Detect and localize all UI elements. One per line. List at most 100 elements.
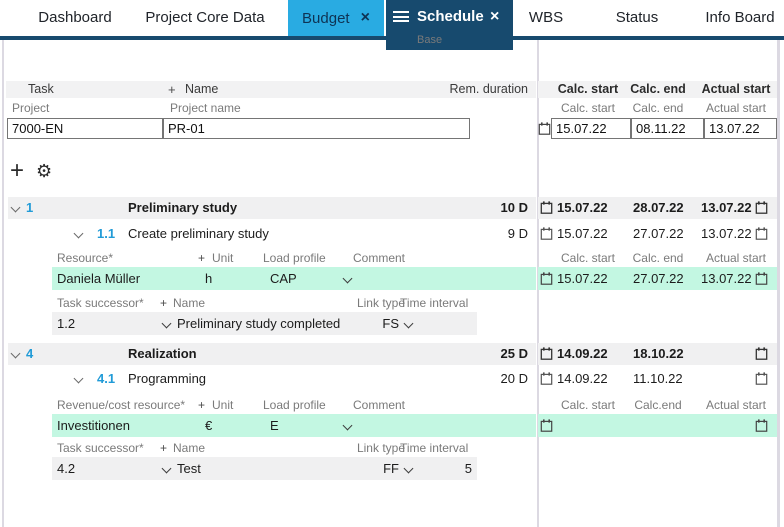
col-header-calc-end: Calc. end bbox=[630, 82, 686, 96]
task-duration[interactable]: 9 D bbox=[507, 226, 528, 241]
add-resource-button[interactable]: + bbox=[198, 398, 206, 412]
tab-schedule-close-icon[interactable]: × bbox=[490, 8, 500, 25]
tab-schedule-label: Schedule bbox=[417, 8, 484, 25]
name-label: Name bbox=[173, 441, 206, 455]
hamburger-menu-icon[interactable] bbox=[393, 11, 409, 24]
task-number[interactable]: 1.1 bbox=[97, 226, 116, 241]
actual-start-value[interactable]: 13.07.22 bbox=[701, 271, 752, 286]
calendar-icon[interactable] bbox=[755, 227, 768, 240]
calc-start-value[interactable]: 15.07.22 bbox=[557, 271, 608, 286]
calc-end-value[interactable]: 11.10.22 bbox=[633, 371, 683, 386]
calendar-icon[interactable] bbox=[755, 347, 768, 360]
task-name[interactable]: Preliminary study bbox=[128, 200, 238, 215]
add-task-button[interactable]: + bbox=[10, 157, 25, 184]
load-profile-cell[interactable]: E bbox=[270, 418, 279, 433]
comment-label: Comment bbox=[353, 398, 406, 412]
task-duration[interactable]: 25 D bbox=[500, 346, 528, 361]
tab-budget[interactable]: Budget × bbox=[288, 0, 384, 36]
calendar-icon[interactable] bbox=[755, 372, 768, 385]
time-interval-cell[interactable]: 5 bbox=[464, 461, 472, 476]
resource-name-cell[interactable]: Investitionen bbox=[57, 418, 130, 433]
right-scrollbar[interactable] bbox=[777, 40, 780, 527]
load-profile-cell[interactable]: CAP bbox=[270, 271, 297, 286]
link-type-cell[interactable]: FS bbox=[382, 316, 399, 331]
col-header-name: Name bbox=[185, 82, 219, 96]
link-type-cell[interactable]: FF bbox=[383, 461, 399, 476]
tab-wbs[interactable]: WBS bbox=[528, 9, 564, 26]
tab-schedule[interactable]: Schedule × Base bbox=[386, 0, 513, 50]
successor-name-cell[interactable]: Test bbox=[177, 461, 201, 476]
task-duration[interactable]: 10 D bbox=[500, 200, 528, 215]
collapse-chevron-icon[interactable] bbox=[73, 373, 84, 384]
task-number[interactable]: 4 bbox=[26, 346, 34, 361]
add-resource-button[interactable]: + bbox=[198, 251, 206, 265]
load-profile-label: Load profile bbox=[263, 251, 326, 265]
calendar-icon[interactable] bbox=[540, 372, 553, 385]
row-background bbox=[52, 267, 536, 290]
row-background bbox=[52, 312, 477, 335]
row-background bbox=[538, 197, 777, 219]
col-header-calc-start: Calc. start bbox=[557, 82, 619, 96]
calendar-icon[interactable] bbox=[540, 347, 553, 360]
task-number[interactable]: 4.1 bbox=[97, 371, 116, 386]
revenue-resource-label: Revenue/cost resource* bbox=[57, 398, 186, 412]
project-name-input[interactable] bbox=[163, 118, 470, 139]
resource-name-cell[interactable]: Daniela Müller bbox=[57, 271, 141, 286]
project-id-input[interactable] bbox=[7, 118, 163, 139]
load-profile-label: Load profile bbox=[263, 398, 326, 412]
calendar-icon[interactable] bbox=[755, 419, 768, 432]
successor-id-cell[interactable]: 4.2 bbox=[57, 461, 76, 476]
calc-end-value[interactable]: 28.07.22 bbox=[633, 200, 684, 215]
add-successor-button[interactable]: + bbox=[160, 441, 168, 455]
calc-start-value[interactable]: 15.07.22 bbox=[557, 226, 608, 241]
successor-id-cell[interactable]: 1.2 bbox=[57, 316, 76, 331]
row-background bbox=[538, 267, 777, 290]
task-name[interactable]: Realization bbox=[128, 346, 197, 361]
project-calc-start-input[interactable] bbox=[551, 118, 631, 139]
resource-label: Resource* bbox=[57, 251, 114, 265]
calendar-icon[interactable] bbox=[540, 227, 553, 240]
unit-cell[interactable]: h bbox=[205, 271, 213, 286]
project-calc-end-input[interactable] bbox=[631, 118, 704, 139]
task-row-4: 4 Realization 25 D 14.09.22 18.10.22 bbox=[0, 343, 784, 365]
revenue-resource-header-row: Revenue/cost resource* + Unit Load profi… bbox=[0, 398, 784, 412]
task-name[interactable]: Create preliminary study bbox=[128, 226, 269, 241]
calc-end-label: Calc.end bbox=[634, 398, 682, 412]
task-name[interactable]: Programming bbox=[128, 371, 207, 386]
task-duration[interactable]: 20 D bbox=[500, 371, 528, 386]
calendar-icon[interactable] bbox=[755, 201, 768, 214]
calc-end-value[interactable]: 27.07.22 bbox=[633, 271, 684, 286]
tab-status[interactable]: Status bbox=[615, 9, 659, 26]
collapse-chevron-icon[interactable] bbox=[73, 228, 84, 239]
calc-start-value[interactable]: 14.09.22 bbox=[557, 371, 608, 386]
calendar-icon[interactable] bbox=[540, 201, 553, 214]
calc-end-value[interactable]: 18.10.22 bbox=[633, 346, 684, 361]
settings-gear-button[interactable]: ⚙ bbox=[36, 161, 53, 182]
calendar-icon[interactable] bbox=[538, 122, 551, 135]
actual-start-value[interactable]: 13.07.22 bbox=[701, 200, 752, 215]
task-successor-label: Task successor* bbox=[57, 441, 144, 455]
task-number[interactable]: 1 bbox=[26, 200, 34, 215]
add-column-button[interactable]: + bbox=[168, 82, 176, 97]
project-actual-start-label: Actual start bbox=[705, 101, 767, 115]
tab-project-core-data[interactable]: Project Core Data bbox=[145, 9, 265, 26]
calendar-icon[interactable] bbox=[755, 272, 768, 285]
tab-bar: Dashboard Project Core Data Budget × Sch… bbox=[0, 0, 784, 50]
tab-budget-close-icon[interactable]: × bbox=[360, 9, 370, 26]
calc-start-value[interactable]: 15.07.22 bbox=[557, 200, 608, 215]
row-background bbox=[52, 457, 477, 480]
project-actual-start-input[interactable] bbox=[704, 118, 777, 139]
calc-start-value[interactable]: 14.09.22 bbox=[557, 346, 608, 361]
add-successor-button[interactable]: + bbox=[160, 296, 168, 310]
calendar-icon[interactable] bbox=[540, 419, 553, 432]
unit-cell[interactable]: € bbox=[205, 418, 213, 433]
successor-name-cell[interactable]: Preliminary study completed bbox=[177, 316, 341, 331]
task-row-1: 1 Preliminary study 10 D 15.07.22 28.07.… bbox=[0, 197, 784, 219]
calc-end-value[interactable]: 27.07.22 bbox=[633, 226, 684, 241]
calendar-icon[interactable] bbox=[540, 272, 553, 285]
actual-start-label: Actual start bbox=[705, 398, 767, 412]
actual-start-value[interactable]: 13.07.22 bbox=[701, 226, 752, 241]
tab-info-board[interactable]: Info Board bbox=[705, 9, 775, 26]
tab-dashboard[interactable]: Dashboard bbox=[38, 9, 112, 26]
left-scrollbar[interactable] bbox=[2, 40, 4, 527]
